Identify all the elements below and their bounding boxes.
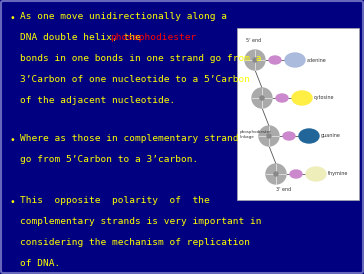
Circle shape	[252, 88, 272, 108]
Circle shape	[266, 164, 286, 184]
Ellipse shape	[306, 167, 326, 181]
Text: of the adjacent nucleotide.: of the adjacent nucleotide.	[20, 96, 175, 105]
Ellipse shape	[285, 53, 305, 67]
Text: cytosine: cytosine	[314, 96, 335, 101]
Text: 5' end: 5' end	[246, 38, 261, 43]
Ellipse shape	[269, 56, 281, 64]
Ellipse shape	[292, 91, 312, 105]
Text: 3’Carbon of one nucleotide to a 5’Carbon: 3’Carbon of one nucleotide to a 5’Carbon	[20, 75, 250, 84]
Text: complementary strands is very important in: complementary strands is very important …	[20, 217, 261, 226]
Circle shape	[259, 126, 279, 146]
Circle shape	[274, 172, 278, 176]
Ellipse shape	[299, 129, 319, 143]
Text: considering the mechanism of replication: considering the mechanism of replication	[20, 238, 250, 247]
Ellipse shape	[283, 132, 295, 140]
Text: phosophodiester: phosophodiester	[110, 33, 196, 42]
Text: Where as those in complementary strand: Where as those in complementary strand	[20, 134, 238, 143]
Text: phosphodiester
linkage: phosphodiester linkage	[240, 130, 272, 139]
Text: •: •	[9, 136, 15, 145]
Text: go from 5’Carbon to a 3’carbon.: go from 5’Carbon to a 3’carbon.	[20, 155, 198, 164]
Text: guanine: guanine	[321, 133, 341, 138]
Text: As one move unidirectionally along a: As one move unidirectionally along a	[20, 12, 227, 21]
Circle shape	[260, 96, 264, 100]
Text: bonds in one bonds in one strand go from a: bonds in one bonds in one strand go from…	[20, 54, 261, 63]
Text: adenine: adenine	[307, 58, 327, 62]
Circle shape	[245, 50, 265, 70]
Circle shape	[267, 134, 271, 138]
Text: 3' end: 3' end	[276, 187, 291, 192]
Text: •: •	[9, 14, 15, 23]
Text: •: •	[9, 198, 15, 207]
Text: DNA double helix, the: DNA double helix, the	[20, 33, 147, 42]
Ellipse shape	[290, 170, 302, 178]
FancyBboxPatch shape	[237, 28, 359, 200]
Text: This  opposite  polarity  of  the: This opposite polarity of the	[20, 196, 210, 205]
Ellipse shape	[276, 94, 288, 102]
Circle shape	[253, 58, 257, 62]
Text: of DNA.: of DNA.	[20, 259, 60, 268]
Text: thymine: thymine	[328, 172, 348, 176]
